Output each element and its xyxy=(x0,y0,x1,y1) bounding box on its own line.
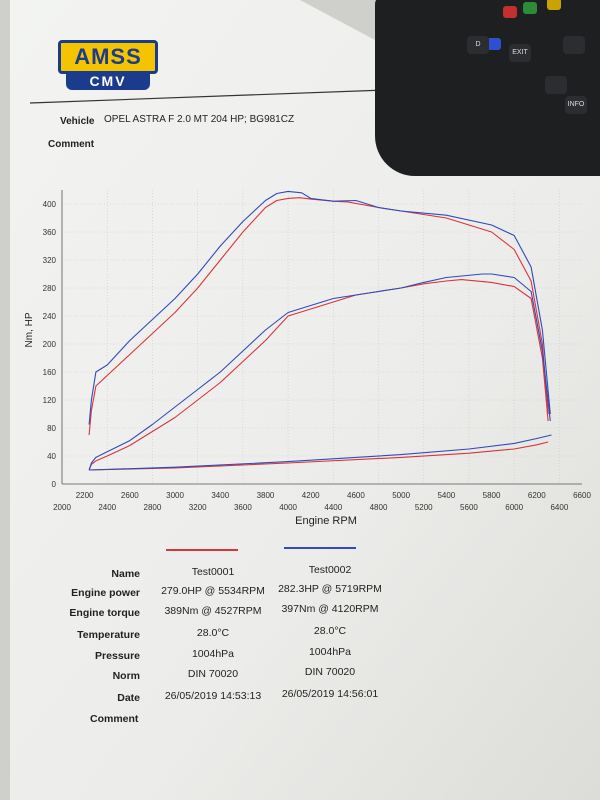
red-button xyxy=(503,6,517,18)
row-label: Norm xyxy=(112,670,140,682)
y-tick-label: 0 xyxy=(52,480,57,489)
y-tick-label: 40 xyxy=(47,452,56,461)
x-tick-label-top: 5000 xyxy=(392,491,410,500)
row-value-test0001: 279.0HP @ 5534RPM xyxy=(161,585,265,597)
row-label: Temperature xyxy=(77,629,140,641)
x-tick-label-bottom: 2800 xyxy=(144,503,162,512)
x-tick-label-bottom: 4800 xyxy=(370,503,388,512)
x-tick-label-bottom: 6000 xyxy=(505,503,523,512)
series-line-test0002-torque xyxy=(88,190,551,425)
vehicle-label: Vehicle xyxy=(60,116,95,127)
x-tick-label-bottom: 3200 xyxy=(189,503,207,512)
d-key: D xyxy=(467,36,489,54)
vehicle-value: OPEL ASTRA F 2.0 MT 204 HP; BG981CZ xyxy=(104,114,295,125)
legend-swatch-test0001 xyxy=(166,549,238,551)
green-button xyxy=(523,2,537,14)
row-value-test0001: 1004hPa xyxy=(191,648,235,660)
chart-grid xyxy=(61,190,582,485)
x-tick-label-top: 4600 xyxy=(347,491,365,500)
y-tick-label: 400 xyxy=(43,200,57,209)
series-line-test0001-loss xyxy=(89,441,549,471)
row-label: Date xyxy=(117,692,140,704)
series-line-test0002-power xyxy=(88,273,551,471)
x-tick-label-bottom: 4400 xyxy=(324,503,342,512)
row-value-test0002: Test0002 xyxy=(308,564,352,576)
x-tick-label-bottom: 5600 xyxy=(460,503,478,512)
row-label: Engine torque xyxy=(69,607,140,619)
x-tick-label-bottom: 2000 xyxy=(53,503,71,512)
x-tick-label-top: 4200 xyxy=(302,491,320,500)
row-value-test0002: 28.0°C xyxy=(313,625,347,637)
y-tick-label: 200 xyxy=(43,340,57,349)
x-tick-label-top: 6600 xyxy=(573,491,591,500)
row-value-test0001: DIN 70020 xyxy=(187,668,239,680)
blue-button xyxy=(487,38,501,50)
row-label: Name xyxy=(111,568,140,580)
row-value-test0001: Test0001 xyxy=(191,566,235,578)
chart-series xyxy=(88,190,552,471)
logo-bottom-text: CMV xyxy=(66,72,150,90)
x-tick-label-bottom: 2400 xyxy=(98,503,116,512)
x-tick-label-bottom: 6400 xyxy=(550,503,568,512)
comment-label-bottom: Comment xyxy=(90,713,139,725)
y-tick-label: 240 xyxy=(43,312,57,321)
row-value-test0001: 26/05/2019 14:53:13 xyxy=(164,690,262,702)
series-line-test0001-torque xyxy=(88,197,549,436)
comment-label: Comment xyxy=(48,139,95,150)
y-tick-label: 160 xyxy=(43,368,57,377)
info-key: INFO xyxy=(565,96,587,114)
y-tick-label: 320 xyxy=(43,256,57,265)
row-value-test0002: 1004hPa xyxy=(308,646,352,658)
chart-axes: 0 40 80 120 160 200 240 280 320 360 400 2000 2400 280… xyxy=(43,190,591,512)
down-key xyxy=(545,76,567,94)
row-value-test0002: 397Nm @ 4120RPM xyxy=(281,603,379,615)
x-tick-label-bottom: 3600 xyxy=(234,503,252,512)
x-tick-label-bottom: 4000 xyxy=(279,503,297,512)
x-tick-label-top: 2200 xyxy=(76,491,94,500)
y-axis-label: Nm, HP xyxy=(24,312,35,347)
tv-remote: D EXIT INFO xyxy=(375,0,600,176)
corner-text: ww xyxy=(436,64,447,71)
up-key xyxy=(563,36,585,54)
row-value-test0002: DIN 70020 xyxy=(304,666,356,678)
row-value-test0002: 26/05/2019 14:56:01 xyxy=(281,688,379,700)
x-axis-label: Engine RPM xyxy=(295,515,357,527)
row-value-test0002: 282.3HP @ 5719RPM xyxy=(278,583,382,595)
yellow-button xyxy=(547,0,561,10)
series-line-test0002-loss xyxy=(89,434,552,471)
legend-swatch-test0002 xyxy=(284,547,356,549)
x-tick-label-top: 5400 xyxy=(437,491,455,500)
exit-key: EXIT xyxy=(509,44,531,62)
row-label: Pressure xyxy=(95,650,140,662)
x-tick-label-top: 3000 xyxy=(166,491,184,500)
y-tick-label: 80 xyxy=(47,424,56,433)
row-label: Engine power xyxy=(71,587,140,599)
amss-logo: AMSS CMV xyxy=(58,40,158,92)
x-tick-label-top: 3800 xyxy=(257,491,275,500)
x-tick-label-bottom: 5200 xyxy=(415,503,433,512)
series-line-test0001-power xyxy=(88,279,549,471)
x-tick-label-top: 3400 xyxy=(211,491,229,500)
y-tick-label: 360 xyxy=(43,228,57,237)
x-tick-label-top: 6200 xyxy=(528,491,546,500)
row-value-test0001: 389Nm @ 4527RPM xyxy=(164,605,262,617)
y-tick-label: 280 xyxy=(43,284,57,293)
y-tick-label: 120 xyxy=(43,396,57,405)
row-value-test0001: 28.0°C xyxy=(196,627,230,639)
x-tick-label-top: 2600 xyxy=(121,491,139,500)
x-tick-label-top: 5800 xyxy=(483,491,501,500)
